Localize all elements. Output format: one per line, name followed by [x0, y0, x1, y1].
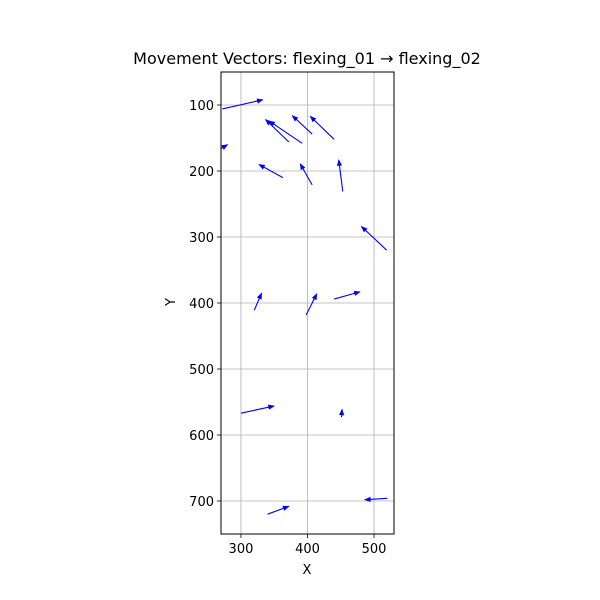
x-tick-label: 300	[229, 542, 254, 557]
vector-arrows	[221, 98, 388, 515]
x-axis-label: X	[303, 563, 312, 578]
y-tick-label: 100	[189, 99, 214, 114]
y-tick-label: 400	[189, 297, 214, 312]
movement-vector	[309, 115, 335, 140]
movement-vector	[221, 144, 229, 150]
movement-vector	[267, 505, 290, 515]
y-axis-label: Y	[164, 298, 179, 307]
chart-title: Movement Vectors: flexing_01 → flexing_0…	[133, 49, 481, 69]
movement-vector	[360, 225, 388, 251]
movement-vector	[240, 404, 275, 414]
movement-vector	[305, 293, 318, 316]
movement-vector	[364, 496, 388, 502]
movement-vector	[253, 292, 263, 311]
movement-vector	[299, 163, 313, 186]
y-axis-ticks: 100 200 300 400 500 600 700	[189, 99, 221, 510]
movement-vector	[268, 120, 303, 144]
y-tick-label: 500	[189, 363, 214, 378]
y-tick-label: 300	[189, 231, 214, 246]
y-tick-label: 200	[189, 165, 214, 180]
movement-vector	[291, 115, 313, 135]
y-tick-label: 700	[189, 495, 214, 510]
movement-vector	[222, 98, 264, 110]
movement-vector	[338, 408, 345, 418]
movement-vector	[336, 159, 344, 192]
x-tick-label: 400	[295, 542, 320, 557]
x-tick-label: 500	[362, 542, 387, 557]
movement-vector	[258, 163, 284, 179]
movement-vector	[333, 290, 361, 300]
y-tick-label: 600	[189, 429, 214, 444]
x-axis-ticks: 300 400 500	[229, 534, 387, 557]
